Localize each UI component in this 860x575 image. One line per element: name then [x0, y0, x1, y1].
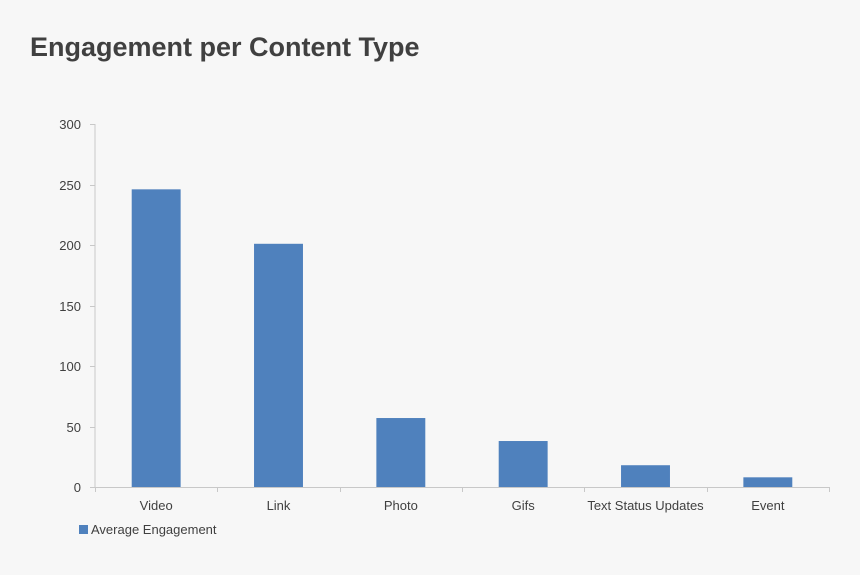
y-tick-label: 200 [59, 238, 81, 253]
x-tick-label: Link [267, 498, 291, 513]
legend: Average Engagement [79, 522, 217, 537]
y-axis: 0 50 100 150 200 250 300 [59, 117, 96, 495]
bar-text-status-updates [621, 465, 670, 487]
x-tick-label: Text Status Updates [587, 498, 704, 513]
y-tick-label: 150 [59, 299, 81, 314]
x-tick-label: Photo [384, 498, 418, 513]
bar-series [131, 189, 793, 487]
bar-event [743, 477, 793, 487]
y-tick-label: 0 [74, 480, 81, 495]
bar-gifs [498, 441, 548, 487]
bar-photo [376, 418, 426, 487]
legend-label: Average Engagement [91, 522, 217, 537]
y-tick-label: 300 [59, 117, 81, 132]
legend-swatch [79, 525, 88, 534]
x-tick-label: Gifs [512, 498, 536, 513]
x-tick-label: Event [751, 498, 785, 513]
y-tick-label: 50 [67, 420, 81, 435]
chart-title: Engagement per Content Type [30, 32, 420, 62]
bar-link [254, 243, 303, 487]
x-axis: Video Link Photo Gifs Text Status Updates Eve… [95, 487, 830, 513]
x-tick-label: Video [140, 498, 173, 513]
y-tick-label: 100 [59, 359, 81, 374]
bar-video [131, 189, 181, 487]
y-tick-label: 250 [59, 178, 81, 193]
